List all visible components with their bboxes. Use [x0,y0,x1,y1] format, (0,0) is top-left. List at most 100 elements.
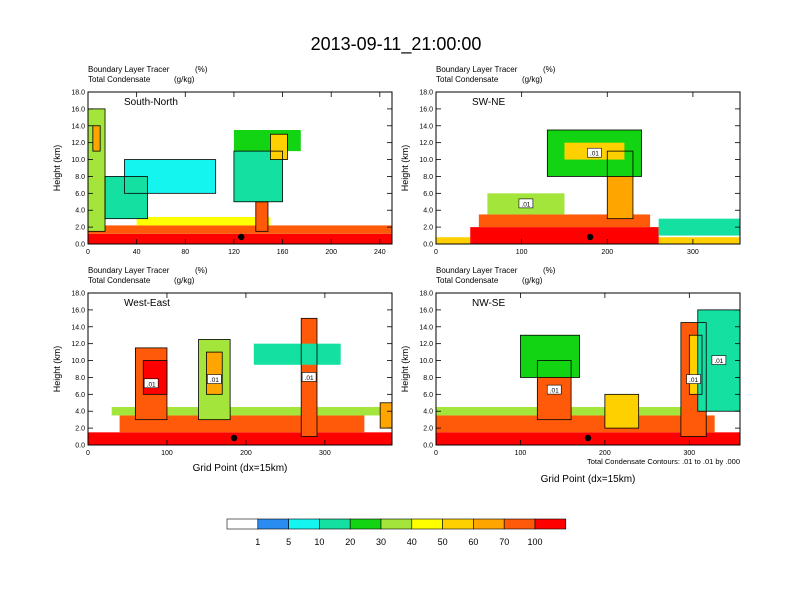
x-tick-label: 240 [374,249,386,256]
plot-frame [435,292,741,446]
y-tick-label: 12.0 [419,341,433,348]
tracer-region [92,125,101,152]
header-tracer-units: (%) [195,266,208,275]
y-tick-label: 18.0 [419,291,433,298]
condensate-contour [520,334,580,378]
legend-swatch [288,518,320,530]
condensate-contour [88,108,106,232]
panel-name-bg [466,296,542,309]
header-condensate-units: (g/kg) [174,75,195,84]
y-tick-label: 4.0 [75,208,85,215]
header-condensate-label: Total Condensate [88,75,151,84]
condensate-contour [142,360,168,395]
legend-swatch [380,518,413,530]
panel-name: SW-NE [472,97,505,108]
condensate-contour [300,317,318,437]
tracer-region [255,201,268,232]
legend-swatch [257,518,289,530]
y-tick-label: 6.0 [423,191,433,198]
location-marker [238,233,245,241]
location-marker [230,434,238,442]
contour-label-box [143,378,159,389]
y-tick-label: 2.0 [423,225,433,232]
y-tick-label: 0.0 [423,443,433,450]
legend-label: 70 [499,537,509,547]
y-tick-label: 16.0 [71,307,85,314]
tracer-region [658,218,740,236]
y-tick-label: 2.0 [75,426,85,433]
legend-label: 50 [438,537,448,547]
contour-label: .01 [590,151,599,158]
y-axis-label: Height (km) [52,346,62,393]
header-tracer-label: Boundary Layer Tracer [88,266,170,275]
tracer-region [253,343,341,365]
tracer-region [88,225,392,234]
legend-label: 40 [407,537,417,547]
x-tick-label: 200 [240,450,252,457]
header-condensate-units: (g/kg) [522,75,543,84]
header-tracer-units: (%) [543,266,556,275]
x-axis-label: Grid Point (dx=15km) [541,474,636,485]
y-tick-label: 4.0 [75,409,85,416]
y-tick-label: 16.0 [419,307,433,314]
y-tick-label: 2.0 [75,225,85,232]
tracer-region [143,360,167,395]
legend-swatch [226,518,259,530]
tracer-region [88,108,106,232]
y-tick-label: 6.0 [75,191,85,198]
contour-label-box [301,372,317,382]
condensate-contour [546,129,642,177]
tracer-region [136,216,271,226]
condensate-contour [104,176,148,220]
x-tick-label: 0 [86,249,90,256]
plot-frame [87,91,393,245]
y-tick-label: 0.0 [423,242,433,249]
tracer-region [436,415,715,433]
condensate-contour [688,334,703,395]
header-condensate-label: Total Condensate [436,276,499,285]
condensate-contour [269,133,288,160]
legend-swatch [319,518,351,530]
header-condensate-units: (g/kg) [522,276,543,285]
panel-name: South-North [124,97,178,108]
contour-label-box [207,374,222,384]
y-tick-label: 0.0 [75,443,85,450]
y-tick-label: 14.0 [419,123,433,130]
x-tick-label: 300 [683,450,695,457]
panel-name: West-East [124,298,170,309]
contour-label: .01 [714,358,723,365]
plot-frame [87,292,393,446]
x-tick-label: 0 [434,450,438,457]
contour-label: .01 [521,201,530,208]
y-axis-label: Height (km) [400,346,410,393]
y-tick-label: 0.0 [75,242,85,249]
x-axis-label: Grid Point (dx=15km) [193,463,288,474]
y-axis-label: Height (km) [400,145,410,192]
tracer-field [436,309,740,445]
contour-label: .01 [550,388,559,395]
plot-frame [435,91,741,245]
contour-label-box [587,147,602,158]
legend-swatch [442,518,474,530]
tracer-field [88,317,392,445]
panel-nw-se: Boundary Layer Tracer (%) Total Condensate… [400,266,741,485]
x-tick-label: 40 [133,249,141,256]
tracer-region [380,402,392,429]
condensate-contour [379,402,392,429]
contour-label: .01 [305,375,314,382]
x-tick-label: 200 [601,249,613,256]
y-tick-label: 18.0 [71,90,85,97]
tracer-region [111,407,381,416]
legend-swatch [349,518,382,530]
panel-west-east: Boundary Layer Tracer (%) Total Condensate… [52,266,393,474]
contour-label: .01 [147,381,156,388]
x-tick-label: 300 [687,249,699,256]
x-tick-label: 100 [516,249,528,256]
x-tick-label: 80 [181,249,189,256]
contour-note: Total Condensate Contours: .01 to .01 by… [587,457,740,466]
condensate-contour [536,360,572,421]
panel-name-bg [118,296,194,309]
legend-label: 1 [255,537,260,547]
figure-title: 2013-09-11_21:00:00 [311,34,482,55]
y-tick-label: 8.0 [75,174,85,181]
